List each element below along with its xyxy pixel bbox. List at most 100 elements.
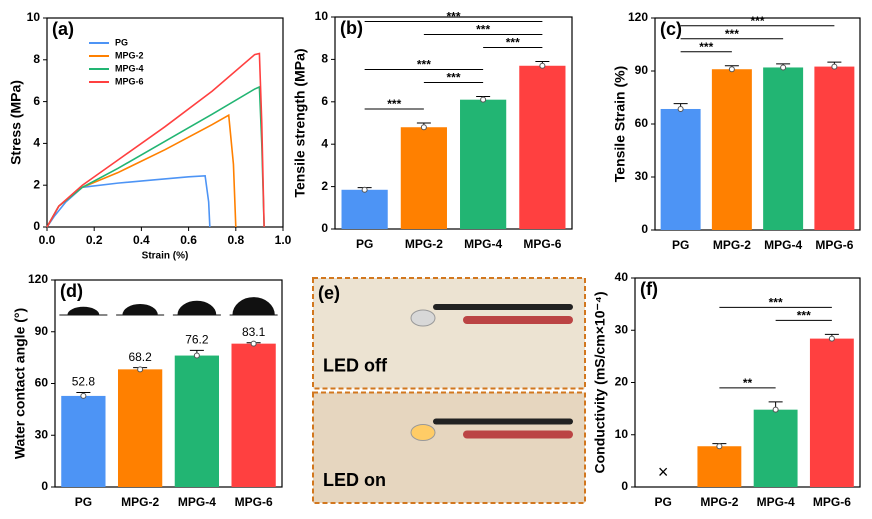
error-dot bbox=[137, 366, 144, 373]
caption: LED off bbox=[323, 355, 388, 375]
significance-label: *** bbox=[725, 27, 739, 41]
x-tick-label: 0.6 bbox=[180, 233, 197, 247]
error-dot bbox=[361, 186, 368, 193]
y-tick-label: 2 bbox=[33, 177, 40, 191]
line-series bbox=[46, 85, 265, 228]
x-tick-label: 0.4 bbox=[133, 233, 150, 247]
y-tick-label: 0 bbox=[621, 479, 628, 493]
error-dot bbox=[480, 96, 487, 103]
droplet-icon bbox=[172, 300, 221, 316]
plot-frame bbox=[334, 16, 573, 230]
bar bbox=[809, 338, 854, 487]
data-label: 76.2 bbox=[185, 333, 209, 347]
x-tick-label: MPG-4 bbox=[178, 495, 216, 509]
led bbox=[410, 424, 436, 441]
y-tick-label: 6 bbox=[321, 94, 328, 108]
y-tick-label: 10 bbox=[315, 9, 329, 23]
clip-wire bbox=[463, 316, 573, 324]
x-axis-label: Strain (%) bbox=[142, 251, 189, 262]
significance-label: *** bbox=[699, 40, 713, 54]
photo-frame bbox=[312, 391, 586, 504]
x-tick-label: MPG-6 bbox=[235, 495, 273, 509]
droplet-icon bbox=[116, 303, 165, 316]
bar bbox=[231, 343, 276, 487]
error-dot bbox=[420, 124, 427, 131]
x-tick-label: MPG-4 bbox=[757, 495, 795, 509]
plot-frame bbox=[46, 17, 284, 228]
error-dot bbox=[780, 64, 787, 71]
y-tick-label: 30 bbox=[35, 427, 49, 441]
error-dot bbox=[831, 63, 838, 70]
bar bbox=[519, 65, 566, 229]
panel-label: (f) bbox=[640, 279, 658, 299]
y-tick-label: 8 bbox=[321, 52, 328, 66]
legend-label: MPG-4 bbox=[115, 63, 144, 73]
line-series bbox=[46, 52, 265, 228]
y-axis-label: Stress (MPa) bbox=[8, 80, 24, 165]
clip-wire bbox=[463, 430, 573, 439]
x-tick-label: PG bbox=[672, 238, 689, 252]
x-tick-label: MPG-2 bbox=[405, 237, 443, 251]
significance-label: *** bbox=[417, 58, 431, 72]
data-label: 83.1 bbox=[242, 325, 266, 339]
error-dot bbox=[250, 340, 257, 347]
caption: LED on bbox=[323, 470, 386, 490]
x-tick-label: 1.0 bbox=[275, 233, 292, 247]
x-tick-label: MPG-2 bbox=[121, 495, 159, 509]
y-tick-label: 90 bbox=[35, 324, 49, 338]
error-dot bbox=[80, 392, 87, 399]
line-series bbox=[46, 174, 211, 228]
y-tick-label: 0 bbox=[641, 222, 648, 236]
legend-label: MPG-2 bbox=[115, 50, 144, 60]
y-tick-label: 6 bbox=[33, 94, 40, 108]
y-tick-label: 0 bbox=[41, 479, 48, 493]
bar bbox=[814, 66, 855, 230]
y-tick-label: 10 bbox=[615, 427, 629, 441]
missing-marker: × bbox=[658, 462, 669, 482]
significance-label: *** bbox=[387, 97, 401, 111]
y-tick-label: 8 bbox=[33, 52, 40, 66]
y-axis-label: Tensile strength (MPa) bbox=[292, 48, 308, 197]
x-tick-label: MPG-2 bbox=[713, 238, 751, 252]
error-dot bbox=[539, 62, 546, 69]
y-axis-label: Water contact angle (°) bbox=[12, 308, 28, 459]
significance-label: *** bbox=[750, 14, 764, 28]
error-dot bbox=[728, 66, 735, 73]
x-tick-label: MPG-4 bbox=[464, 237, 502, 251]
y-tick-label: 4 bbox=[33, 136, 40, 150]
bar bbox=[174, 355, 220, 487]
bar bbox=[341, 189, 388, 229]
error-dot bbox=[193, 352, 200, 359]
y-tick-label: 4 bbox=[321, 136, 328, 150]
legend-label: MPG-6 bbox=[115, 76, 144, 86]
bar bbox=[753, 409, 798, 487]
significance-label: ** bbox=[743, 376, 753, 390]
bar bbox=[400, 127, 447, 229]
x-tick-label: MPG-6 bbox=[523, 237, 561, 251]
y-tick-label: 90 bbox=[635, 63, 649, 77]
x-tick-label: 0.0 bbox=[39, 233, 56, 247]
y-tick-label: 40 bbox=[615, 270, 629, 284]
y-axis-label: Tensile Strain (%) bbox=[612, 66, 628, 182]
y-tick-label: 0 bbox=[321, 221, 328, 235]
y-tick-label: 120 bbox=[628, 10, 648, 24]
x-tick-label: MPG-6 bbox=[815, 238, 853, 252]
line-series bbox=[46, 113, 237, 228]
significance-label: *** bbox=[769, 296, 783, 310]
x-tick-label: 0.8 bbox=[227, 233, 244, 247]
led bbox=[410, 309, 436, 327]
significance-label: *** bbox=[506, 36, 520, 50]
bar bbox=[697, 446, 742, 487]
bar bbox=[711, 69, 752, 230]
y-tick-label: 10 bbox=[27, 10, 41, 24]
x-tick-label: PG bbox=[654, 495, 671, 509]
y-tick-label: 20 bbox=[615, 375, 629, 389]
y-tick-label: 30 bbox=[635, 169, 649, 183]
y-tick-label: 60 bbox=[635, 116, 649, 130]
x-tick-label: PG bbox=[75, 495, 92, 509]
x-tick-label: 0.2 bbox=[86, 233, 103, 247]
data-label: 52.8 bbox=[72, 375, 96, 389]
panel-label: (a) bbox=[52, 19, 74, 39]
y-tick-label: 0 bbox=[33, 219, 40, 233]
